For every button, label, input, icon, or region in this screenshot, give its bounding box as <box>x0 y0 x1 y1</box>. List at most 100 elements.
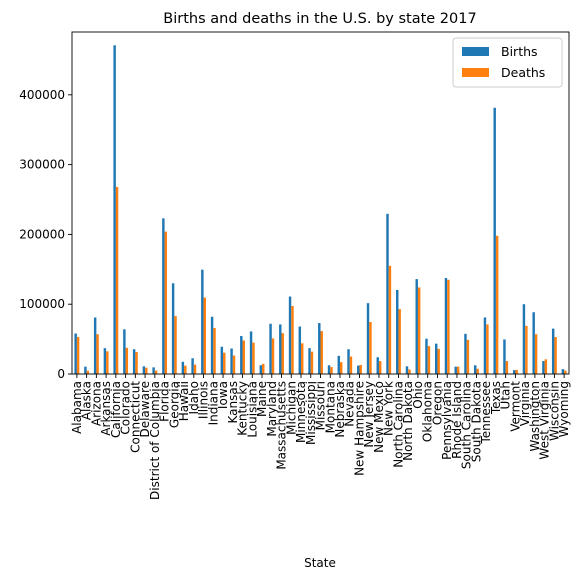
bar-births-pennsylvania <box>444 278 448 374</box>
bar-deaths-georgia <box>174 316 177 374</box>
bar-births-utah <box>503 339 506 374</box>
bar-deaths-north-dakota <box>408 369 411 374</box>
x-tick-label: Utah <box>499 381 513 409</box>
bar-deaths-florida <box>164 231 168 374</box>
bar-deaths-vermont <box>515 369 518 374</box>
x-tick-label: Maryland <box>265 381 279 437</box>
bar-births-wyoming <box>561 369 565 374</box>
x-tick-label: Pennsylvania <box>440 381 454 460</box>
legend-swatch-deaths <box>462 68 489 77</box>
y-tick-label: 200000 <box>19 227 65 241</box>
bar-deaths-west-virginia <box>544 359 548 374</box>
bar-births-missouri <box>318 323 321 374</box>
bar-deaths-california <box>115 186 119 374</box>
bar-births-michigan <box>288 296 292 374</box>
bar-deaths-wyoming <box>564 370 567 374</box>
x-tick-label: Iowa <box>216 381 230 409</box>
bar-deaths-massachusetts <box>281 333 284 374</box>
bar-deaths-michigan <box>291 305 294 374</box>
bar-births-south-dakota <box>473 365 477 374</box>
bar-births-oklahoma <box>425 338 428 374</box>
bar-deaths-new-hampshire <box>359 364 362 374</box>
x-tick-label: Washington <box>528 381 542 452</box>
bar-births-illinois <box>201 269 204 374</box>
bar-births-north-dakota <box>405 366 409 374</box>
x-tick-label: Hawaii <box>177 381 191 421</box>
x-tick-label: Maine <box>255 381 269 417</box>
bar-deaths-kentucky <box>242 340 245 374</box>
y-axis: 0 100000 200000 300000 400000 <box>19 88 72 381</box>
x-tick-label: South Dakota <box>469 381 483 462</box>
bar-deaths-north-carolina <box>398 309 401 374</box>
bar-births-new-jersey <box>366 303 370 374</box>
bar-deaths-nevada <box>349 356 353 374</box>
x-tick-label: South Carolina <box>460 381 474 469</box>
x-tick-label: Michigan <box>284 381 298 435</box>
x-tick-label: Colorado <box>119 381 133 435</box>
bar-deaths-tennessee <box>486 324 489 374</box>
bars-group <box>74 45 567 374</box>
x-tick-label: Kansas <box>226 381 240 423</box>
x-tick-label: Wyoming <box>557 381 571 437</box>
bar-births-north-carolina <box>396 289 399 374</box>
bar-births-vermont <box>512 370 516 374</box>
x-tick-label: Ohio <box>411 381 425 409</box>
x-tick-label: Texas <box>489 381 503 415</box>
bar-births-virginia <box>522 304 526 374</box>
bar-deaths-alaska <box>86 370 90 374</box>
bar-deaths-new-york <box>388 265 392 374</box>
bar-births-hawaii <box>181 361 185 374</box>
bar-births-minnesota <box>298 326 302 374</box>
legend: Births Deaths <box>452 37 563 88</box>
bar-births-new-hampshire <box>357 365 360 374</box>
x-tick-label: Florida <box>158 381 172 422</box>
x-tick-label: Montana <box>323 381 337 433</box>
bar-deaths-indiana <box>213 327 216 374</box>
bar-births-california <box>113 45 116 374</box>
x-tick-label: Alaska <box>80 381 94 420</box>
x-tick-label: Idaho <box>187 381 201 414</box>
x-tick-label: Connecticut <box>128 381 142 453</box>
bar-births-texas <box>493 107 496 374</box>
bar-births-oregon <box>435 343 438 374</box>
bar-births-iowa <box>220 346 224 374</box>
bar-births-arizona <box>93 317 97 374</box>
bar-deaths-alabama <box>76 337 80 374</box>
bar-births-massachusetts <box>279 324 282 374</box>
bar-births-tennessee <box>483 317 487 374</box>
bar-deaths-iowa <box>223 352 226 374</box>
bar-deaths-south-dakota <box>476 368 479 374</box>
bar-deaths-oregon <box>437 348 440 374</box>
x-axis: AlabamaAlaskaArizonaArkansasCaliforniaCo… <box>70 374 571 500</box>
bar-deaths-louisiana <box>252 342 255 374</box>
bar-deaths-mississippi <box>310 351 314 374</box>
bar-deaths-delaware <box>145 367 148 374</box>
y-tick-label: 300000 <box>19 158 65 172</box>
y-tick-label: 400000 <box>19 88 65 102</box>
bar-deaths-virginia <box>525 325 528 374</box>
bar-deaths-idaho <box>193 364 197 374</box>
bar-births-district-of-columbia <box>152 367 155 374</box>
x-tick-label: Wisconsin <box>547 381 561 441</box>
x-tick-label: Illinois <box>197 381 211 419</box>
bar-deaths-hawaii <box>184 365 187 374</box>
bar-deaths-nebraska <box>339 362 343 374</box>
bar-deaths-pennsylvania <box>447 279 450 374</box>
x-tick-label: Alabama <box>70 381 84 434</box>
bar-births-mississippi <box>308 348 311 374</box>
x-tick-label: New Hampshire <box>352 381 366 476</box>
x-tick-label: North Carolina <box>391 381 405 468</box>
bar-births-kansas <box>230 348 233 374</box>
bar-deaths-kansas <box>232 355 236 374</box>
bar-deaths-colorado <box>125 347 129 374</box>
bar-births-new-york <box>386 213 389 374</box>
x-tick-label: Minnesota <box>294 381 308 443</box>
x-tick-label: Virginia <box>518 381 532 426</box>
bar-deaths-arkansas <box>106 351 109 374</box>
bar-deaths-oklahoma <box>427 346 431 374</box>
x-tick-label: Delaware <box>138 381 152 438</box>
x-tick-label: Arizona <box>89 381 103 426</box>
x-tick-label: Oregon <box>430 381 444 425</box>
bar-births-louisiana <box>249 331 253 374</box>
legend-swatch-births <box>462 47 489 56</box>
